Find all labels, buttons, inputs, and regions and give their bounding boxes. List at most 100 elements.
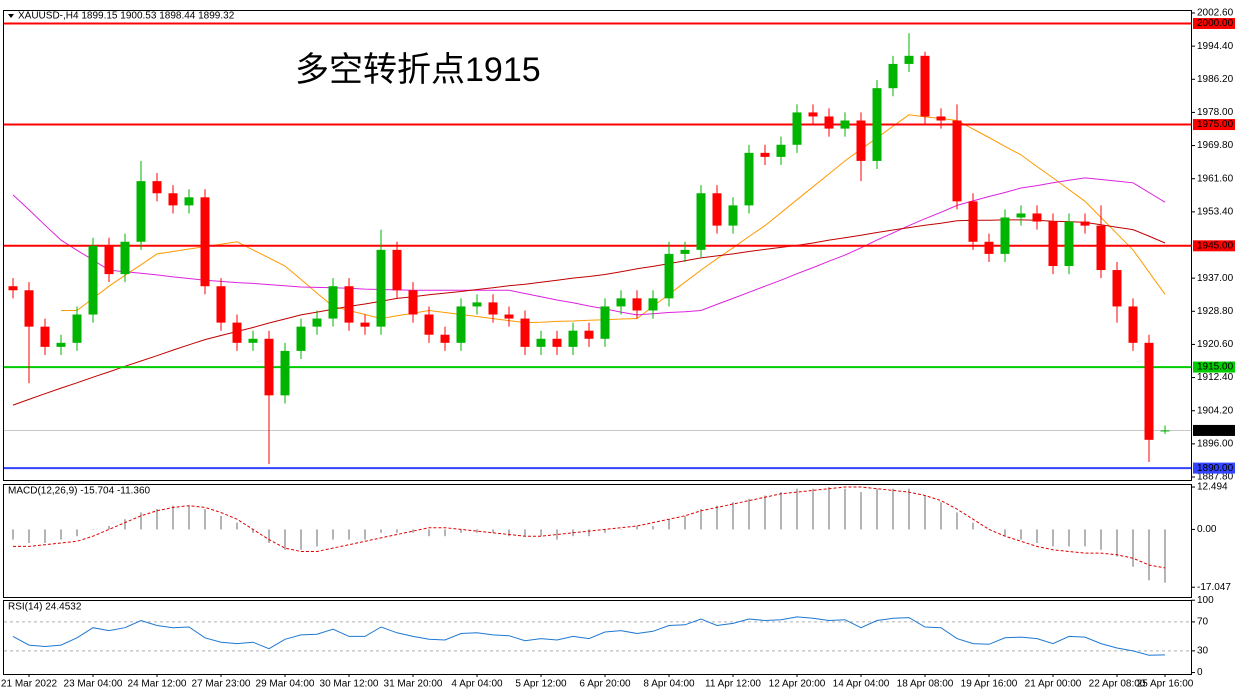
signal-line	[13, 486, 1166, 569]
level-label-bg	[1193, 119, 1235, 131]
candle-body	[1080, 221, 1090, 226]
x-tick-label: 31 Mar 20:00	[384, 679, 443, 690]
x-tick-label: 19 Apr 16:00	[961, 679, 1018, 690]
macd-bar	[812, 488, 814, 530]
macd-bar	[908, 488, 910, 530]
macd-bar	[956, 512, 958, 530]
macd-bar	[460, 529, 462, 533]
macd-bar	[124, 519, 126, 530]
macd-bar	[204, 509, 206, 530]
macd-bar	[508, 529, 510, 537]
candle-body	[24, 290, 34, 327]
level-label-bg	[1193, 240, 1235, 252]
candle-body	[488, 302, 498, 315]
macd-bar	[1084, 529, 1086, 547]
candle-body	[952, 120, 962, 202]
x-tick-label: 6 Apr 20:00	[579, 679, 631, 690]
candle-body	[360, 322, 370, 327]
candle-body	[536, 338, 546, 347]
candle-body	[968, 201, 978, 242]
y-tick-label: 30	[1197, 645, 1209, 656]
candle-body	[408, 290, 418, 315]
candle-body	[88, 245, 98, 315]
macd-bar	[268, 529, 270, 543]
x-tick-label: 29 Mar 04:00	[256, 679, 315, 690]
main-panel	[3, 10, 1192, 481]
macd-bar	[1068, 529, 1070, 547]
candle-body	[520, 318, 530, 347]
macd-bar	[44, 529, 46, 543]
candle-body	[856, 120, 866, 161]
candle-body	[472, 302, 482, 307]
candle-body	[248, 338, 258, 343]
macd-bar	[828, 487, 830, 530]
x-tick-label: 24 Mar 12:00	[128, 679, 187, 690]
candle-body	[808, 112, 818, 117]
y-tick-label: 1912.40	[1197, 372, 1234, 383]
macd-bar	[1004, 529, 1006, 537]
candle-body	[616, 298, 626, 307]
macd-bar	[380, 529, 382, 533]
macd-bar	[1100, 529, 1102, 550]
candle-body	[600, 306, 610, 339]
macd-bar	[220, 515, 222, 530]
macd-bar	[188, 505, 190, 530]
x-tick-label: 5 Apr 12:00	[515, 679, 567, 690]
y-tick-label: 0.00	[1197, 524, 1217, 535]
candle-body	[184, 197, 194, 206]
macd-bar	[524, 529, 526, 537]
macd-bar	[972, 522, 974, 530]
candle-body	[168, 193, 178, 206]
macd-bar	[76, 529, 78, 537]
candle-body	[632, 298, 642, 311]
macd-bar	[140, 512, 142, 530]
rsi-panel	[3, 600, 1192, 675]
candle-body	[648, 298, 658, 311]
x-tick-label: 14 Apr 04:00	[833, 679, 890, 690]
y-tick-label: 0	[1197, 667, 1203, 678]
y-tick-label: 12.494	[1197, 482, 1228, 493]
x-tick-label: 22 Apr 08:00	[1089, 679, 1146, 690]
macd-bar	[1052, 529, 1054, 547]
candle-body	[728, 205, 738, 226]
candle-body	[232, 322, 242, 343]
level-label: 1899.32	[1197, 425, 1234, 436]
macd-bar	[892, 488, 894, 530]
macd-bar	[284, 529, 286, 550]
annotation: 多空转折点1915	[295, 51, 541, 89]
level-label: 1975.00	[1197, 119, 1234, 130]
macd-bar	[332, 529, 334, 540]
macd-bar	[92, 529, 94, 530]
candle-body	[8, 286, 18, 291]
candle-body	[280, 350, 290, 396]
candle-body	[1112, 270, 1122, 307]
candle-body	[1000, 217, 1010, 254]
rsi-line	[12, 616, 1166, 656]
x-tick-label: 18 Apr 08:00	[897, 679, 954, 690]
candle-body	[776, 144, 786, 157]
candle-body	[1064, 221, 1074, 267]
candle-body	[40, 326, 50, 347]
candle-body	[1032, 213, 1042, 222]
macd-bar	[780, 492, 782, 530]
candle-body	[712, 193, 722, 226]
macd-bar	[28, 529, 30, 543]
level-label-bg	[1193, 424, 1235, 436]
macd-bar	[492, 529, 494, 533]
macd-bar	[412, 529, 414, 533]
panel-title: MACD(12,26,9) -15.704 -11.360	[8, 486, 151, 497]
macd-bar	[668, 519, 670, 530]
macd-bar	[1148, 529, 1150, 581]
candle-body	[312, 318, 322, 327]
macd-bar	[108, 526, 110, 530]
candle-body	[1048, 221, 1058, 267]
menu-arrow	[8, 14, 14, 18]
macd-bar	[620, 529, 622, 530]
macd-bar	[300, 529, 302, 550]
y-tick-label: 1978.00	[1197, 107, 1234, 118]
candle-body	[744, 152, 754, 206]
candle-body	[72, 314, 82, 343]
candle-body	[552, 338, 562, 347]
y-tick-label: 1896.00	[1197, 439, 1234, 450]
